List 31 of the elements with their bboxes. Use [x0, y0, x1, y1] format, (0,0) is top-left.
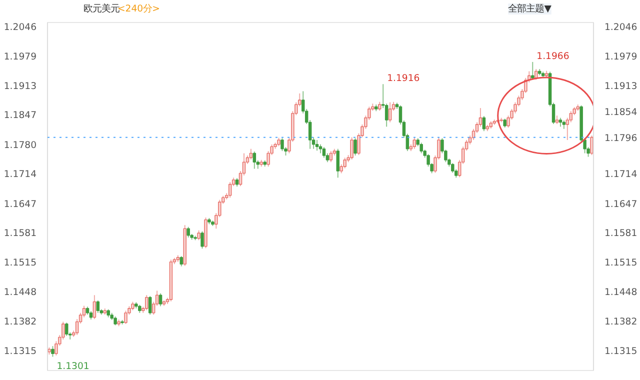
y2-tick-label: 1.1647 [604, 198, 638, 210]
y-tick-label: 1.1448 [4, 287, 37, 298]
annotation: 1.1301 [56, 360, 90, 372]
y-tick-label: 1.1515 [4, 257, 37, 268]
y2-tick-label: 1.1854 [604, 107, 638, 118]
y2-tick-label: 1.1714 [604, 169, 638, 180]
y-tick-label: 1.1979 [4, 52, 37, 63]
y2-tick-label: 1.1382 [604, 316, 638, 328]
y2-tick-label: 1.2046 [604, 22, 638, 33]
y-tick-label: 1.1581 [4, 228, 37, 240]
y2-tick-label: 1.1515 [604, 257, 638, 268]
text: 全部主题▼ [508, 4, 552, 14]
y-tick-label: 1.1714 [4, 169, 37, 180]
y-tick-label: 1.1315 [4, 346, 37, 358]
y-tick-label: 1.2046 [4, 22, 37, 33]
y-tick-label: 1.1780 [4, 140, 37, 151]
candlestick [51, 346, 54, 358]
y2-tick-label: 1.1581 [604, 228, 638, 240]
y2-tick-label: 1.1979 [604, 52, 638, 63]
chart-subtitle: <240分> [117, 4, 160, 14]
chart-title: 欧元美元 [83, 4, 120, 14]
y-tick-label: 1.1913 [4, 80, 37, 92]
y-tick-label: 1.1847 [4, 110, 37, 122]
ref-line-label: 1.1796 [604, 132, 638, 144]
y2-tick-label: 1.1315 [604, 346, 638, 358]
y2-tick-label: 1.1913 [604, 80, 638, 92]
y-tick-label: 1.1382 [4, 316, 36, 328]
y-tick-label: 1.1647 [4, 198, 37, 210]
annotation: 1.1916 [387, 73, 420, 84]
annotation: 1.1966 [536, 50, 570, 62]
y2-tick-label: 1.1448 [604, 287, 638, 298]
